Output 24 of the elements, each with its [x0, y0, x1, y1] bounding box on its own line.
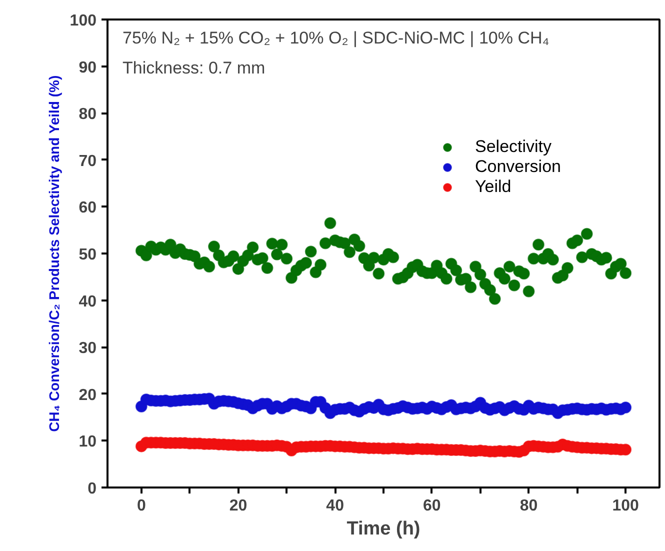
y-tick-label: 100 — [70, 12, 97, 30]
y-tick-label: 40 — [78, 293, 97, 310]
legend-label: Yeild — [475, 177, 512, 197]
y-tick-label: 20 — [78, 386, 97, 404]
x-tick-label: 20 — [229, 498, 248, 514]
legend-label: Selectivity — [475, 137, 552, 157]
y-tick-label: 30 — [78, 340, 97, 358]
y-tick-label: 80 — [78, 106, 97, 124]
x-tick-label: 100 — [612, 498, 640, 514]
x-tick-label: 40 — [326, 498, 344, 514]
y-tick-label: 0 — [88, 480, 97, 498]
y-tick-label: 70 — [78, 152, 97, 170]
x-tick-label: 0 — [136, 498, 146, 514]
annotation: Thickness: 0.7 mm — [122, 58, 266, 78]
x-tick-label: 80 — [520, 498, 538, 514]
y-tick-label: 50 — [78, 246, 97, 264]
y-tick-label: 60 — [78, 200, 97, 217]
x-tick-label: 60 — [423, 498, 441, 514]
x-axis-title: Time (h) — [346, 518, 420, 540]
legend-label: Conversion — [475, 157, 561, 177]
y-tick-label: 90 — [78, 59, 97, 76]
y-axis-title: CH₄ Conversion/C₂ Products Selectivity and Yeild (%) — [46, 75, 62, 432]
y-tick-label: 10 — [78, 434, 97, 451]
annotation: 75% N₂ + 15% CO₂ + 10% O₂ | SDC-NiO-MC | 10% CH₄ — [122, 28, 550, 48]
